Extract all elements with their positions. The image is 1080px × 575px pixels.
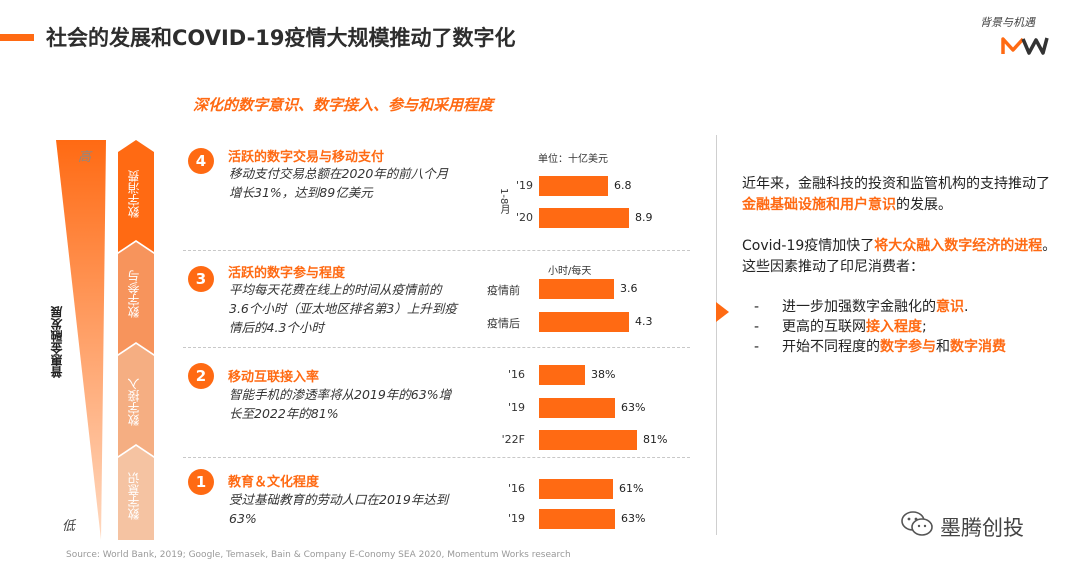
bar-value-label: 81%: [643, 433, 668, 446]
bar-value-label: 63%: [621, 512, 646, 525]
list-item: 开始不同程度的数字参与和数字消费: [754, 337, 1064, 357]
chart-unit: 单位：十亿美元: [538, 154, 608, 165]
summary-paragraph-2: Covid-19疫情加快了将大众融入数字经济的进程。这些因素推动了印尼消费者：: [742, 238, 1057, 275]
title-accent-bar: [0, 34, 34, 41]
bar: [539, 365, 585, 385]
logo-m-left: [1001, 37, 1025, 54]
section-number-badge: 4: [188, 148, 214, 174]
stage-label-access: 数字接入: [127, 378, 141, 426]
source-note: Source: World Bank, 2019; Google, Temase…: [66, 550, 571, 560]
watermark-text: 墨腾创投: [940, 516, 1024, 540]
bar: [539, 176, 608, 196]
bar-value-label: 61%: [619, 482, 644, 495]
stage-chevron-4: [118, 140, 154, 252]
inclusion-wedge: [56, 140, 106, 540]
bar-value-label: 38%: [591, 368, 616, 381]
section-divider: [183, 347, 690, 348]
section-number-badge: 1: [188, 469, 214, 495]
summary-bullets: 进一步加强数字金融化的意识. 更高的互联网接入程度; 开始不同程度的数字参与和数…: [754, 297, 1064, 357]
stage-chevron-3: [118, 242, 154, 354]
bar-category-label: '16: [507, 482, 525, 495]
chart-period-label: 1-8月: [498, 188, 509, 215]
bar-category-label: 疫情后: [487, 317, 520, 330]
bar: [539, 398, 615, 418]
bar-value-label: 6.8: [614, 179, 632, 192]
section-title: 教育＆文化程度: [228, 475, 320, 490]
section-title: 移动互联接入率: [228, 370, 320, 385]
bar-category-label: '19: [507, 401, 525, 414]
stage-chevrons: [118, 140, 154, 540]
bar-category-label: '19: [507, 512, 525, 525]
summary-paragraph-1: 近年来，金融科技的投资和监管机构的支持推动了金融基础设施和用户意识的发展。: [742, 176, 1050, 213]
section-subtitle: 深化的数字意识、数字接入、参与和采用程度: [193, 96, 494, 114]
bar: [539, 479, 613, 499]
bar: [539, 279, 614, 299]
section-title: 活跃的数字参与程度: [228, 266, 346, 281]
column-divider: [716, 135, 717, 535]
bar-category-label: 疫情前: [487, 284, 520, 297]
logo-w-right: [1021, 37, 1049, 55]
bar-category-label: '19: [515, 179, 533, 192]
list-item: 更高的互联网接入程度;: [754, 317, 1064, 337]
bar-category-label: '22F: [501, 433, 525, 446]
bar: [539, 430, 637, 450]
section-description: 移动支付交易总额在2020年的前八个月增长31%，达到89亿美元: [229, 166, 449, 200]
brand-logo: [1001, 37, 1049, 55]
bar-value-label: 63%: [621, 401, 646, 414]
bar-category-label: '20: [515, 211, 533, 224]
section-tag: 背景与机遇: [980, 16, 1035, 29]
section-divider: [183, 457, 690, 458]
chart-unit: 小时/每天: [548, 266, 592, 277]
section-description: 智能手机的渗透率将从2019年的63%增长至2022年的81%: [229, 387, 452, 421]
stage-label-participation: 数字参与: [127, 270, 141, 318]
section-number-badge: 2: [188, 363, 214, 389]
bar: [539, 509, 615, 529]
axis-high-label: 高: [78, 150, 92, 165]
bar-category-label: '16: [507, 368, 525, 381]
pointer-arrow-icon: [716, 302, 729, 322]
bar: [539, 312, 629, 332]
section-divider: [183, 250, 690, 251]
section-description: 平均每天花费在线上的时间从疫情前的3.6个小时（亚太地区排名第3）上升到疫情后的…: [229, 282, 457, 335]
bar-value-label: 3.6: [620, 282, 638, 295]
bar-value-label: 4.3: [635, 315, 653, 328]
axis-low-label: 低: [62, 519, 76, 534]
stage-chevron-2: [118, 344, 154, 456]
section-description: 受过基础教育的劳动人口在2019年达到63%: [229, 492, 449, 526]
list-item: 进一步加强数字金融化的意识.: [754, 297, 1064, 317]
stage-label-awareness: 数字意识: [127, 472, 141, 520]
stage-chevron-1: [118, 446, 154, 540]
bar-value-label: 8.9: [635, 211, 653, 224]
section-number-badge: 3: [188, 266, 214, 292]
section-title: 活跃的数字交易与移动支付: [228, 150, 385, 165]
stage-label-consumption: 数字消费: [127, 170, 141, 218]
page-title: 社会的发展和COVID-19疫情大规模推动了数字化: [46, 26, 516, 50]
wechat-icon: [901, 511, 933, 536]
bar: [539, 208, 629, 228]
axis-title: 普惠金融发展: [50, 306, 64, 378]
